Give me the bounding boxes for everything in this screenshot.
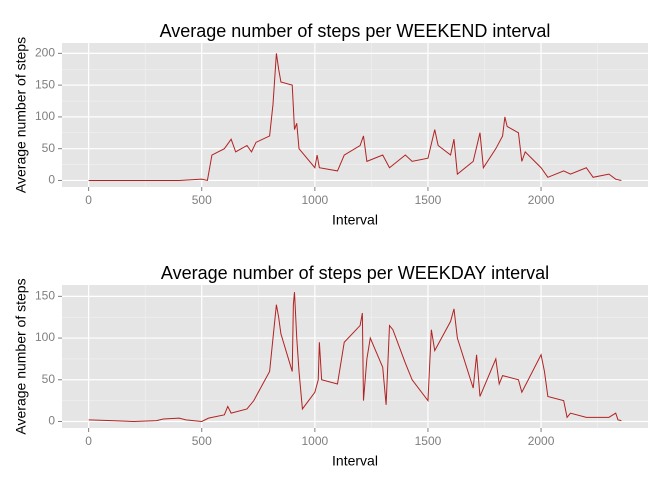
panel	[62, 43, 648, 187]
x-tick-label: 1000	[301, 434, 328, 448]
y-tick-label: 150	[35, 77, 55, 91]
x-tick-label: 2000	[528, 434, 555, 448]
chart-title: Average number of steps per WEEKDAY inte…	[161, 263, 549, 283]
y-tick-label: 50	[42, 372, 56, 386]
x-tick-label: 1500	[415, 434, 442, 448]
y-tick-label: 50	[42, 141, 56, 155]
x-tick-label: 0	[85, 193, 92, 207]
panel	[62, 285, 648, 428]
y-tick-label: 150	[35, 289, 55, 303]
data-line	[88, 292, 622, 423]
x-tick-label: 0	[85, 434, 92, 448]
x-tick-label: 500	[192, 434, 212, 448]
y-tick-label: 100	[35, 109, 55, 123]
y-tick-label: 0	[48, 414, 55, 428]
chart-title: Average number of steps per WEEKEND inte…	[160, 21, 551, 41]
x-tick-label: 1000	[301, 193, 328, 207]
x-axis-title: Interval	[332, 212, 378, 228]
x-tick-label: 2000	[528, 193, 555, 207]
y-tick-label: 0	[48, 173, 55, 187]
x-tick-label: 500	[192, 193, 212, 207]
y-tick-label: 100	[35, 330, 55, 344]
x-axis-title: Interval	[332, 453, 378, 469]
y-axis-title: Average number of steps	[13, 37, 29, 193]
y-tick-label: 200	[35, 46, 55, 60]
data-line	[88, 53, 622, 182]
x-tick-label: 1500	[415, 193, 442, 207]
y-axis-title: Average number of steps	[13, 278, 29, 434]
